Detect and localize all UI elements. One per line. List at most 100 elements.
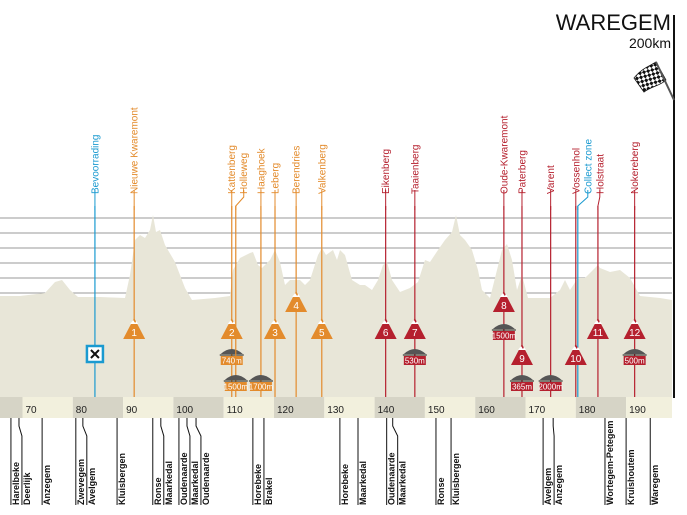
town-label: Wortegem-Petegem bbox=[605, 421, 615, 505]
climb-label: Oude-Kwaremont bbox=[499, 115, 510, 194]
climb-marker: 9 bbox=[510, 344, 533, 365]
km-band bbox=[0, 397, 23, 418]
climb-number: 12 bbox=[629, 328, 641, 339]
cobbles-length: 2000m bbox=[538, 383, 563, 392]
km-label: 160 bbox=[478, 405, 495, 416]
climb-label: Vossenhol bbox=[571, 148, 582, 194]
climb-label: Leberg bbox=[271, 163, 282, 194]
climb-label: Valkenberg bbox=[317, 144, 328, 194]
town-label: Anzegem bbox=[554, 465, 564, 505]
town-line bbox=[160, 418, 165, 505]
cobbles-icon bbox=[249, 375, 272, 380]
cobbles-icon bbox=[539, 375, 562, 380]
climb-number: 8 bbox=[501, 301, 507, 312]
town-label: Maarkedal bbox=[398, 461, 408, 505]
climb-number: 2 bbox=[229, 328, 235, 339]
cobbles-marker: 2000m bbox=[538, 375, 563, 392]
km-label: 70 bbox=[26, 405, 38, 416]
climb-number: 3 bbox=[272, 328, 278, 339]
elevation-profile bbox=[0, 215, 672, 397]
climb-marker: 11 bbox=[586, 318, 609, 339]
mountain-icon bbox=[264, 318, 287, 339]
climb-label: Nieuwe Kwaremont bbox=[130, 107, 141, 194]
km-band bbox=[72, 397, 124, 418]
cobbles-length: 1500m bbox=[492, 332, 517, 341]
mountain-icon bbox=[510, 344, 533, 365]
cutlery-icon bbox=[85, 344, 105, 364]
cobbles-icon bbox=[220, 349, 243, 354]
km-label: 180 bbox=[579, 405, 596, 416]
town-label: Kluisbergen bbox=[117, 453, 127, 505]
climb-label: Kattenberg bbox=[227, 145, 238, 194]
cobbles-length: 500m bbox=[625, 357, 645, 366]
climb-marker: 3 bbox=[264, 318, 287, 339]
cobbles-marker: 500m bbox=[622, 349, 647, 366]
cobbles-length: 1500m bbox=[224, 383, 249, 392]
km-label: 90 bbox=[126, 405, 138, 416]
km-band bbox=[274, 397, 325, 418]
town-line bbox=[392, 418, 399, 505]
town-label: Horebeke bbox=[253, 464, 263, 505]
cobbles-marker: 1500m bbox=[224, 375, 249, 392]
cobbles-length: 365m bbox=[512, 383, 532, 392]
km-band bbox=[575, 397, 627, 418]
cobbles-marker: 365m bbox=[509, 375, 534, 392]
town-line bbox=[552, 418, 555, 505]
town-line bbox=[82, 418, 88, 505]
feed-zone-label: Collect zone bbox=[583, 139, 594, 194]
town-label: Maarkedal bbox=[358, 461, 368, 505]
town-label: Oudenaarde bbox=[387, 452, 397, 505]
climb-number: 7 bbox=[412, 328, 418, 339]
town-line bbox=[18, 418, 23, 505]
km-label: 110 bbox=[227, 405, 243, 416]
km-label: 130 bbox=[327, 405, 344, 416]
climb-marker: 6 bbox=[374, 318, 397, 339]
cobbles-icon bbox=[403, 349, 426, 354]
km-label: 140 bbox=[378, 405, 395, 416]
climb-number: 6 bbox=[383, 328, 389, 339]
mountain-icon bbox=[564, 344, 587, 365]
mountain-icon bbox=[374, 318, 397, 339]
town-label: Horebeke bbox=[340, 464, 350, 505]
cobbles-icon bbox=[510, 375, 533, 380]
climb-number: 5 bbox=[319, 328, 325, 339]
town-line bbox=[195, 418, 202, 505]
climb-marker: 1 bbox=[123, 318, 146, 339]
cobbles-icon bbox=[492, 324, 515, 329]
mountain-icon bbox=[623, 318, 646, 339]
km-band bbox=[22, 397, 73, 418]
town-label: Ronse bbox=[153, 477, 163, 505]
climb-label: Holstraat bbox=[595, 154, 606, 194]
km-label: 120 bbox=[277, 405, 294, 416]
town-list: Harelbeke Deerlijk Anzegem Zwevegem Avelgem K… bbox=[10, 418, 660, 505]
km-band bbox=[475, 397, 526, 418]
climb-number: 11 bbox=[593, 328, 604, 339]
climb-number: 9 bbox=[519, 354, 525, 365]
climb-marker: 12 bbox=[623, 318, 646, 339]
km-band bbox=[374, 397, 425, 418]
km-label: 100 bbox=[176, 405, 193, 416]
cobbles-length: 740m bbox=[222, 357, 242, 366]
town-label: Ronse bbox=[436, 477, 446, 505]
climb-marker: 10 bbox=[564, 344, 587, 365]
cobbles-length: 1700m bbox=[249, 383, 274, 392]
mountain-icon bbox=[220, 318, 243, 339]
km-band bbox=[626, 397, 672, 418]
checkered-flag-icon bbox=[633, 61, 675, 101]
km-band bbox=[424, 397, 476, 418]
town-label: Waregem bbox=[650, 465, 660, 505]
feed-zone-label: Bevoorrading bbox=[90, 135, 101, 194]
town-line bbox=[186, 418, 191, 505]
town-label: Maarkedal bbox=[164, 461, 174, 505]
climb-label: Taaienberg bbox=[410, 145, 421, 194]
town-label: Zwevegem bbox=[76, 459, 86, 505]
climb-label: Nokereberg bbox=[630, 142, 641, 194]
climb-label: Varent bbox=[546, 165, 557, 194]
climb-label: Berendries bbox=[292, 146, 303, 194]
cobbles-marker: 1700m bbox=[249, 375, 274, 392]
climb-number: 1 bbox=[131, 328, 137, 339]
town-label: Kluisbergen bbox=[451, 453, 461, 505]
mountain-icon bbox=[285, 291, 308, 312]
climb-marker: 7 bbox=[403, 318, 426, 339]
mountain-icon bbox=[586, 318, 609, 339]
